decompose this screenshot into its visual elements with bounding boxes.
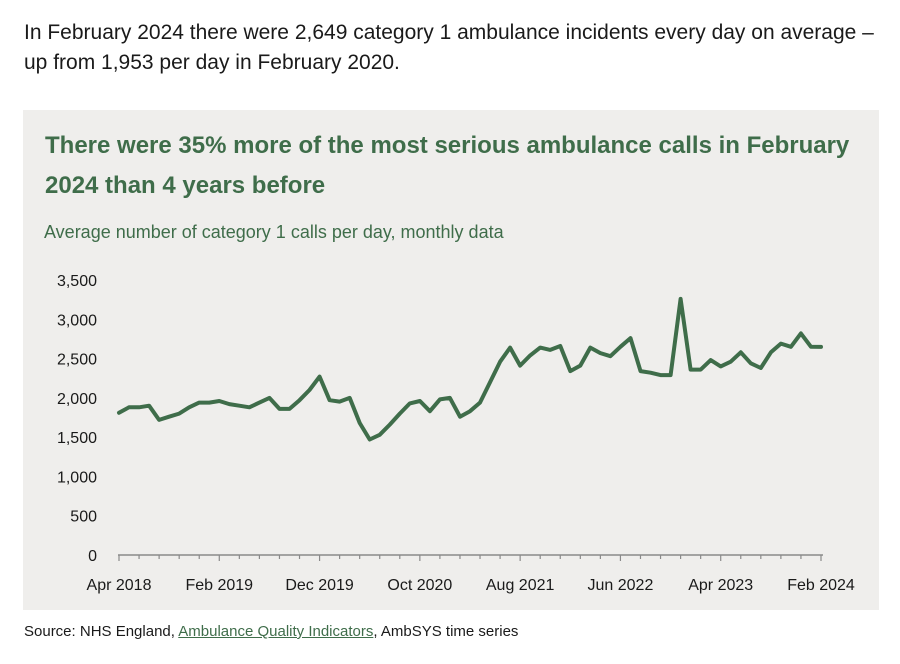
data-point: [779, 342, 783, 346]
data-point: [769, 350, 773, 354]
data-point: [408, 401, 412, 405]
data-point: [468, 409, 472, 413]
data-point: [318, 375, 322, 379]
x-tick-label: Feb 2024: [787, 577, 855, 594]
data-point: [267, 396, 271, 400]
data-point: [538, 346, 542, 350]
data-point: [568, 369, 572, 373]
data-point: [789, 345, 793, 349]
data-point: [348, 396, 352, 400]
y-tick-label: 2,500: [57, 352, 97, 369]
data-point: [237, 404, 241, 408]
data-point: [759, 366, 763, 370]
data-point: [438, 397, 442, 401]
data-point: [709, 358, 713, 362]
y-tick-label: 500: [70, 509, 97, 526]
x-tick-label: Oct 2020: [387, 577, 452, 594]
data-point: [659, 373, 663, 377]
data-point: [819, 345, 823, 349]
data-point: [177, 412, 181, 416]
data-point: [809, 345, 813, 349]
data-point: [418, 399, 422, 403]
data-point: [719, 364, 723, 368]
data-point: [548, 348, 552, 352]
data-point: [518, 364, 522, 368]
source-link[interactable]: Ambulance Quality Indicators: [178, 623, 374, 640]
data-point: [328, 398, 332, 402]
data-point: [227, 402, 231, 406]
x-tick-label: Apr 2018: [87, 577, 152, 594]
data-point: [277, 407, 281, 411]
y-tick-label: 1,000: [57, 469, 97, 486]
y-tick-label: 1,500: [57, 430, 97, 447]
y-tick-label: 2,000: [57, 391, 97, 408]
data-point: [217, 399, 221, 403]
data-point: [628, 336, 632, 340]
data-point: [458, 415, 462, 419]
data-point: [187, 405, 191, 409]
data-point: [689, 368, 693, 372]
data-point: [478, 401, 482, 405]
line-chart: 0 500 1,000 1,500 2,000 2,500 3,000 3,500 Apr 20…: [57, 273, 855, 594]
data-point: [137, 405, 141, 409]
data-point: [598, 351, 602, 355]
data-point: [669, 373, 673, 377]
data-point: [799, 331, 803, 335]
y-tick-label: 0: [88, 548, 97, 565]
data-point: [638, 369, 642, 373]
x-tick-label: Aug 2021: [486, 577, 555, 594]
source-suffix: , AmbSYS time series: [373, 623, 519, 640]
y-tick-label: 3,000: [57, 312, 97, 329]
data-point: [739, 350, 743, 354]
chart-subtitle: Average number of category 1 calls per d…: [44, 222, 504, 242]
data-point: [287, 407, 291, 411]
data-point: [649, 371, 653, 375]
data-point: [488, 380, 492, 384]
data-point: [207, 401, 211, 405]
data-point: [247, 405, 251, 409]
data-point: [127, 405, 131, 409]
data-point: [699, 368, 703, 372]
source-note: Source: NHS England, Ambulance Quality I…: [24, 623, 518, 640]
chart-title: There were 35% more of the most serious …: [45, 132, 850, 199]
series-line: [117, 296, 823, 442]
data-point: [378, 433, 382, 437]
x-tick-label: Apr 2023: [688, 577, 753, 594]
data-point: [749, 361, 753, 365]
data-point: [298, 398, 302, 402]
data-point: [729, 360, 733, 364]
y-tick-label: 3,500: [57, 273, 97, 290]
data-point: [498, 360, 502, 364]
data-point: [157, 418, 161, 422]
data-point: [588, 346, 592, 350]
x-tick-label: Dec 2019: [285, 577, 354, 594]
data-point: [257, 401, 261, 405]
data-point: [147, 404, 151, 408]
data-point: [578, 364, 582, 368]
data-point: [428, 409, 432, 413]
data-point: [618, 345, 622, 349]
data-point: [338, 400, 342, 404]
data-point: [558, 344, 562, 348]
x-tick-label: Feb 2019: [185, 577, 253, 594]
data-point: [167, 415, 171, 419]
data-point: [388, 423, 392, 427]
data-point: [368, 438, 372, 442]
data-point: [448, 396, 452, 400]
data-point: [679, 297, 683, 301]
data-point: [398, 412, 402, 416]
data-point: [358, 421, 362, 425]
data-point: [608, 354, 612, 358]
chart-panel: There were 35% more of the most serious …: [23, 110, 879, 610]
data-point: [308, 388, 312, 392]
data-point: [508, 346, 512, 350]
source-prefix: Source: NHS England,: [24, 623, 179, 640]
data-point: [197, 401, 201, 405]
data-point: [528, 353, 532, 357]
x-tick-label: Jun 2022: [588, 577, 654, 594]
intro-text: In February 2024 there were 2,649 catego…: [24, 21, 874, 74]
data-point: [117, 411, 121, 415]
